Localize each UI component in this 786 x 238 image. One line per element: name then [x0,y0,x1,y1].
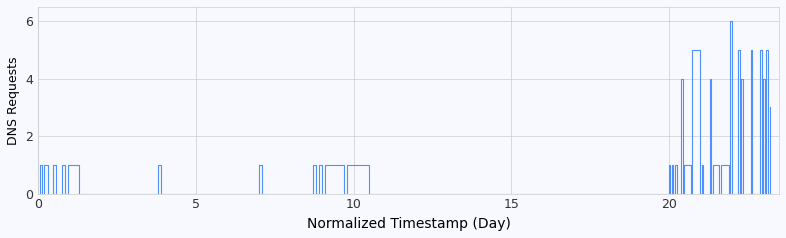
Y-axis label: DNS Requests: DNS Requests [7,56,20,144]
X-axis label: Normalized Timestamp (Day): Normalized Timestamp (Day) [307,217,511,231]
